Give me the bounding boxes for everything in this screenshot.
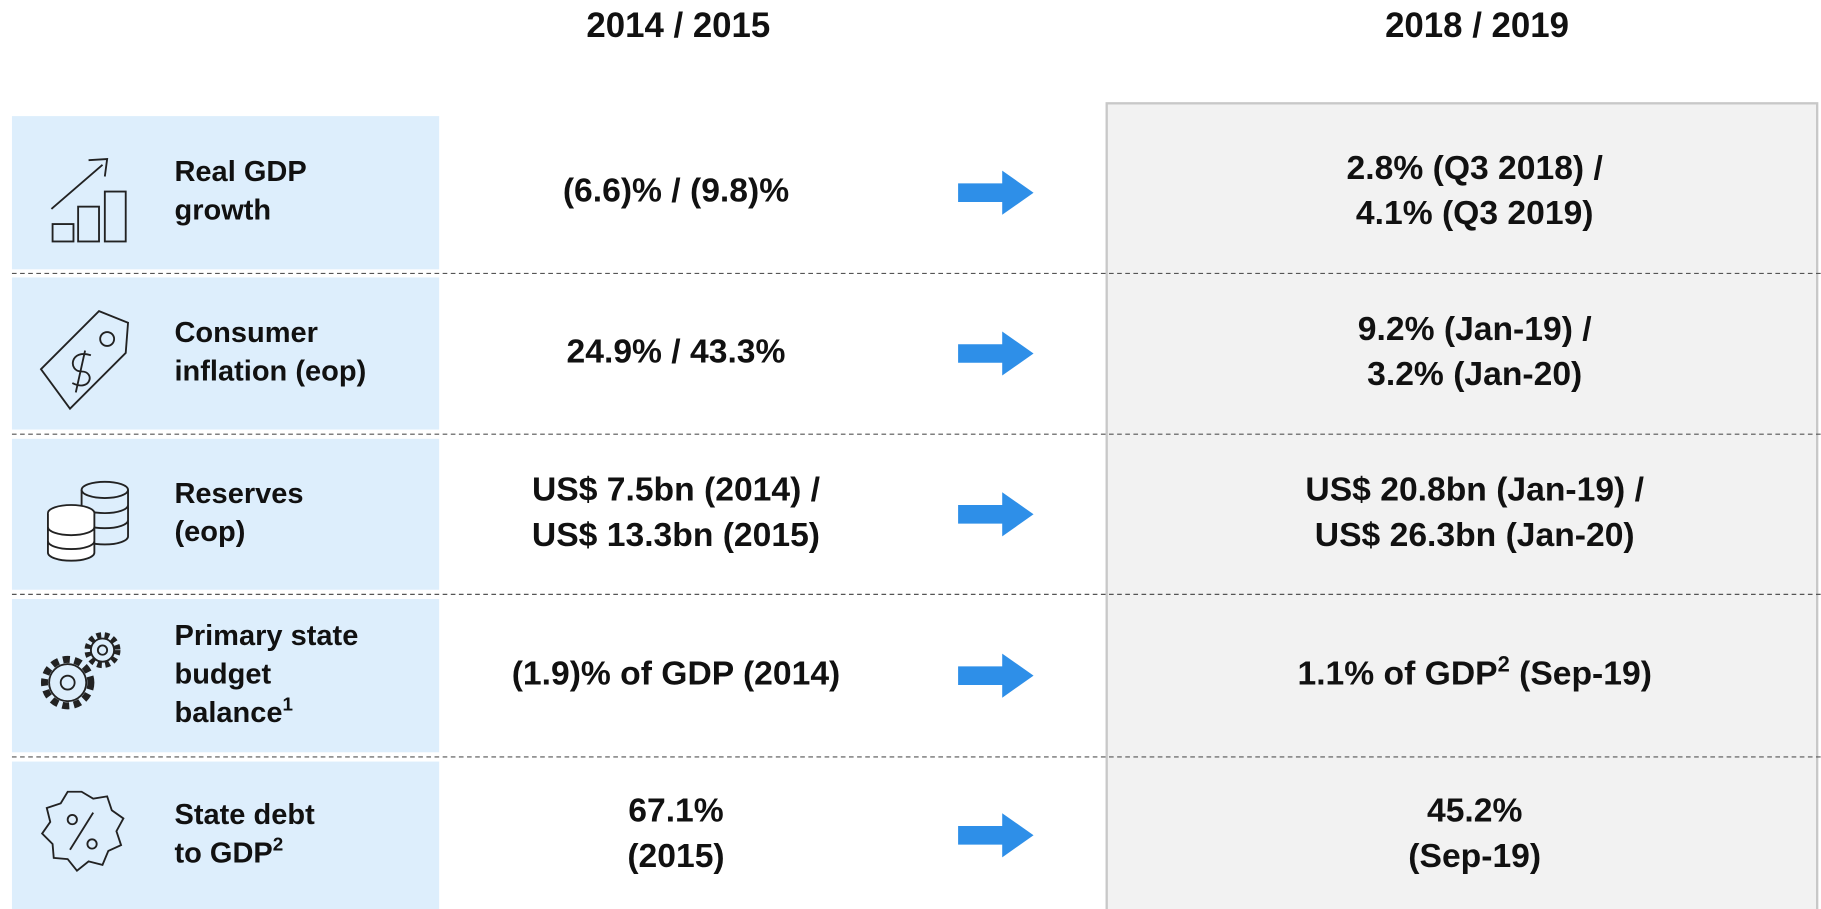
superscript: 2 xyxy=(273,834,284,855)
value-after-text: (Sep-19) xyxy=(1510,656,1652,693)
row-label: to GDP2 xyxy=(174,834,283,869)
label-cell xyxy=(11,116,440,270)
row-label-text: to GDP xyxy=(174,837,272,869)
row-label: inflation (eop) xyxy=(174,355,366,387)
column-header: 2018 / 2019 xyxy=(1385,6,1569,45)
arrow xyxy=(958,170,1034,215)
row-label: Consumer xyxy=(174,317,318,349)
label-cell xyxy=(11,761,440,909)
icon-percent-badge xyxy=(40,790,125,872)
arrow xyxy=(958,492,1034,537)
arrow xyxy=(958,653,1034,698)
value-after: 45.2% xyxy=(1427,793,1523,830)
arrow xyxy=(958,813,1034,858)
value-after: (Sep-19) xyxy=(1408,838,1541,875)
arrow xyxy=(958,331,1034,376)
row-label: State debt xyxy=(174,799,315,831)
superscript: 1 xyxy=(283,693,294,714)
value-after: 4.1% (Q3 2019) xyxy=(1356,195,1594,232)
row-label-text: balance xyxy=(174,697,282,729)
value-before: (6.6)% / (9.8)% xyxy=(563,173,789,210)
row-label: balance1 xyxy=(174,693,293,728)
value-after: 2.8% (Q3 2018) / xyxy=(1347,150,1604,187)
highlight-panel xyxy=(1105,102,1819,909)
value-after: US$ 26.3bn (Jan-20) xyxy=(1315,517,1635,554)
superscript: 2 xyxy=(1498,651,1510,676)
value-after: US$ 20.8bn (Jan-19) / xyxy=(1305,472,1644,509)
value-before: (1.9)% of GDP (2014) xyxy=(512,656,841,693)
row-label: Real GDP xyxy=(174,156,306,188)
value-before: US$ 7.5bn (2014) / xyxy=(532,472,821,509)
value-before: 24.9% / 43.3% xyxy=(567,333,786,370)
value-before: (2015) xyxy=(627,838,724,875)
row-label: Primary state xyxy=(174,620,358,652)
value-before: 67.1% xyxy=(628,793,724,830)
icon-growth xyxy=(50,158,127,243)
row-label: budget xyxy=(174,658,271,690)
row-label: growth xyxy=(174,195,271,227)
icon-coins xyxy=(47,480,129,562)
row-label: (eop) xyxy=(174,516,245,548)
label-cell xyxy=(11,599,440,753)
icon-gears xyxy=(40,632,121,710)
value-after-text: 1.1% of GDP xyxy=(1297,656,1497,693)
value-after: 3.2% (Jan-20) xyxy=(1367,356,1582,393)
icon-price-tag xyxy=(39,310,130,411)
value-after: 1.1% of GDP2 (Sep-19) xyxy=(1297,651,1651,692)
value-after: 9.2% (Jan-19) / xyxy=(1358,311,1592,348)
row-label: Reserves xyxy=(174,478,303,510)
column-header: 2014 / 2015 xyxy=(586,6,770,45)
value-before: US$ 13.3bn (2015) xyxy=(532,517,820,554)
label-cell xyxy=(11,277,440,430)
